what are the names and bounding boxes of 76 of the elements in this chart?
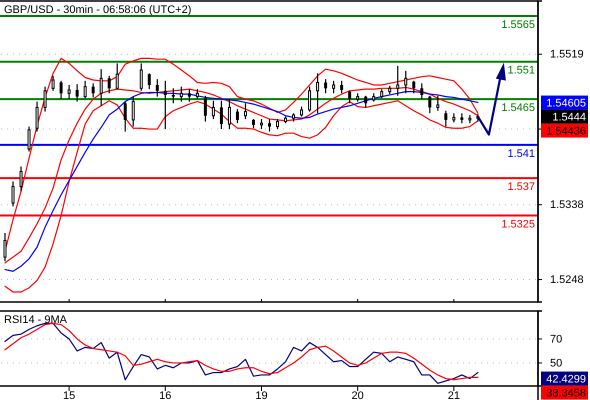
candlestick bbox=[60, 80, 63, 100]
y-tick-label: 70 bbox=[550, 333, 562, 346]
candlestick bbox=[76, 84, 79, 102]
candlestick bbox=[364, 95, 368, 108]
ref-line-label: 1.5465 bbox=[501, 102, 535, 114]
candlestick bbox=[12, 180, 15, 207]
candlestick bbox=[260, 118, 263, 130]
candlestick bbox=[404, 70, 408, 94]
candlestick bbox=[148, 72, 151, 90]
y-tick-label: 50 bbox=[550, 357, 562, 370]
candlestick bbox=[236, 108, 239, 124]
candlestick bbox=[332, 80, 336, 94]
candlestick bbox=[412, 80, 416, 94]
candlestick bbox=[84, 80, 87, 99]
candlestick bbox=[268, 118, 271, 132]
candlestick bbox=[156, 78, 159, 98]
y-tick-label: 1.5248 bbox=[550, 274, 584, 286]
candlestick bbox=[20, 166, 23, 192]
ref-line-label: 1.541 bbox=[507, 148, 535, 160]
candlestick bbox=[140, 62, 143, 92]
candlestick bbox=[220, 100, 223, 130]
text: 1.54436 bbox=[546, 126, 586, 138]
text: 38.3458 bbox=[546, 388, 586, 400]
candlestick bbox=[244, 102, 247, 120]
x-tick-label: 21 bbox=[448, 390, 460, 400]
candlestick bbox=[324, 78, 328, 94]
x-tick-label: 15 bbox=[63, 390, 76, 400]
text: 42.4299 bbox=[546, 374, 586, 386]
candlestick bbox=[460, 112, 464, 124]
candlestick bbox=[180, 86, 183, 102]
candlestick bbox=[396, 65, 400, 96]
y-tick-label: 1.5338 bbox=[550, 199, 584, 212]
candlestick bbox=[316, 72, 320, 114]
text: 1.5444 bbox=[552, 112, 586, 124]
candlestick bbox=[172, 88, 175, 104]
candlestick bbox=[36, 101, 39, 132]
candlestick bbox=[28, 126, 31, 152]
ref-line-label: 1.551 bbox=[507, 64, 535, 77]
candlestick bbox=[428, 95, 432, 114]
candlestick bbox=[252, 118, 255, 129]
candlestick bbox=[348, 90, 352, 104]
text: 1.54605 bbox=[546, 98, 586, 110]
candlestick bbox=[124, 101, 127, 132]
candlestick bbox=[44, 86, 47, 112]
candlestick bbox=[68, 84, 71, 100]
y-tick-label: 1.5519 bbox=[550, 48, 584, 61]
candlestick bbox=[420, 82, 424, 100]
candlestick bbox=[452, 112, 456, 123]
candlestick bbox=[116, 62, 119, 90]
x-tick-label: 19 bbox=[255, 390, 268, 400]
candlestick bbox=[204, 95, 207, 122]
candlestick bbox=[380, 88, 384, 99]
candlestick bbox=[132, 96, 135, 128]
candlestick bbox=[228, 98, 231, 130]
candlestick bbox=[52, 75, 55, 92]
ref-line-label: 1.537 bbox=[507, 181, 535, 194]
candlestick bbox=[436, 95, 440, 112]
candlestick bbox=[212, 100, 215, 120]
candlestick bbox=[340, 80, 344, 94]
candlestick bbox=[300, 106, 304, 118]
x-tick-label: 20 bbox=[352, 390, 364, 400]
candlestick bbox=[196, 88, 199, 100]
chart-title: RSI14 - 9MA bbox=[4, 314, 68, 326]
candlestick bbox=[164, 80, 167, 130]
candlestick bbox=[100, 68, 103, 106]
x-tick-label: 16 bbox=[159, 390, 172, 400]
candlestick bbox=[188, 88, 191, 102]
chart-title: GBP/USD - 30min - 06:58:06 (UTC+2) bbox=[4, 4, 192, 16]
candlestick bbox=[4, 232, 7, 262]
ref-line-label: 1.5325 bbox=[501, 218, 535, 231]
ref-line-label: 1.5565 bbox=[501, 18, 535, 31]
candlestick bbox=[444, 110, 448, 128]
candlestick bbox=[276, 118, 280, 130]
candlestick bbox=[92, 82, 95, 98]
candlestick bbox=[308, 86, 312, 112]
candlestick bbox=[108, 75, 111, 94]
